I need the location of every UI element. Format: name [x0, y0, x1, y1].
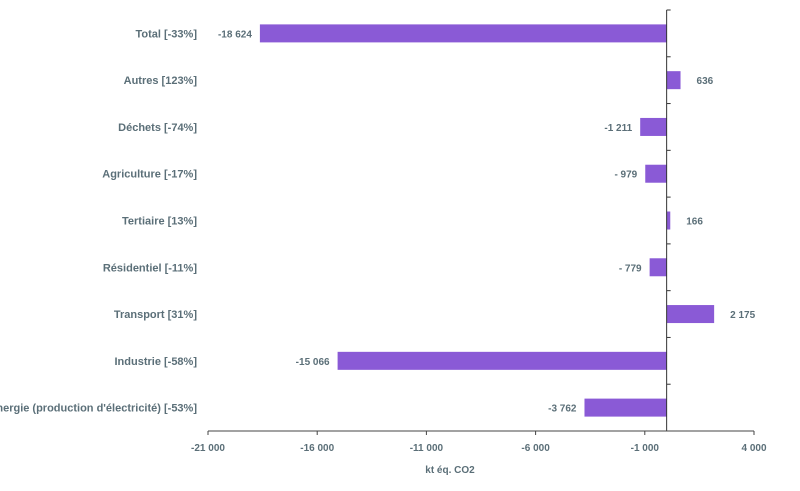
value-labels-group: -18 624 636 -1 211 - 979 166 - 779 2 175 -15 06… — [218, 29, 756, 414]
bar — [666, 71, 681, 90]
category-label: Résidentiel [-11%] — [103, 262, 197, 274]
x-tick-label: -6 000 — [521, 443, 550, 454]
x-axis-group: -21 000 -16 000 -11 000 -6 000 -1 000 4 000 — [191, 430, 767, 454]
bar — [337, 351, 667, 370]
value-label: - 979 — [614, 170, 637, 181]
x-tick-label: -11 000 — [410, 443, 444, 454]
value-label: 2 175 — [730, 310, 755, 321]
x-tick-label: 4 000 — [741, 443, 766, 454]
value-label: -18 624 — [218, 29, 252, 40]
bars-group — [259, 24, 715, 417]
bar — [259, 24, 667, 43]
x-tick-label: -16 000 — [300, 443, 334, 454]
category-label: Agriculture [-17%] — [102, 169, 197, 181]
value-label: -3 762 — [548, 404, 577, 415]
bar — [640, 117, 667, 136]
bar — [584, 398, 667, 417]
x-tick-label: -1 000 — [631, 443, 660, 454]
category-label: Transport [31%] — [114, 309, 197, 321]
category-label: Total [-33%] — [135, 28, 197, 40]
category-label: Industrie [-58%] — [114, 356, 197, 368]
value-label: -1 211 — [604, 123, 632, 134]
category-label: Autres [123%] — [124, 75, 198, 87]
value-label: -15 066 — [296, 357, 330, 368]
category-label: Energie (production d'électricité) [-53%… — [0, 403, 197, 415]
value-label: - 779 — [619, 263, 642, 274]
category-labels-group: Total [-33%] Autres [123%] Déchets [-74%] A… — [0, 28, 197, 414]
value-label: 636 — [697, 76, 714, 87]
value-label: 166 — [686, 217, 703, 228]
bar — [666, 305, 715, 324]
bar — [666, 211, 671, 230]
category-label: Tertiaire [13%] — [122, 216, 197, 228]
bar — [649, 258, 667, 277]
x-axis-title: kt éq. CO2 — [425, 465, 475, 476]
category-label: Déchets [-74%] — [118, 122, 197, 134]
x-tick-label: -21 000 — [191, 443, 225, 454]
bar — [645, 164, 667, 183]
